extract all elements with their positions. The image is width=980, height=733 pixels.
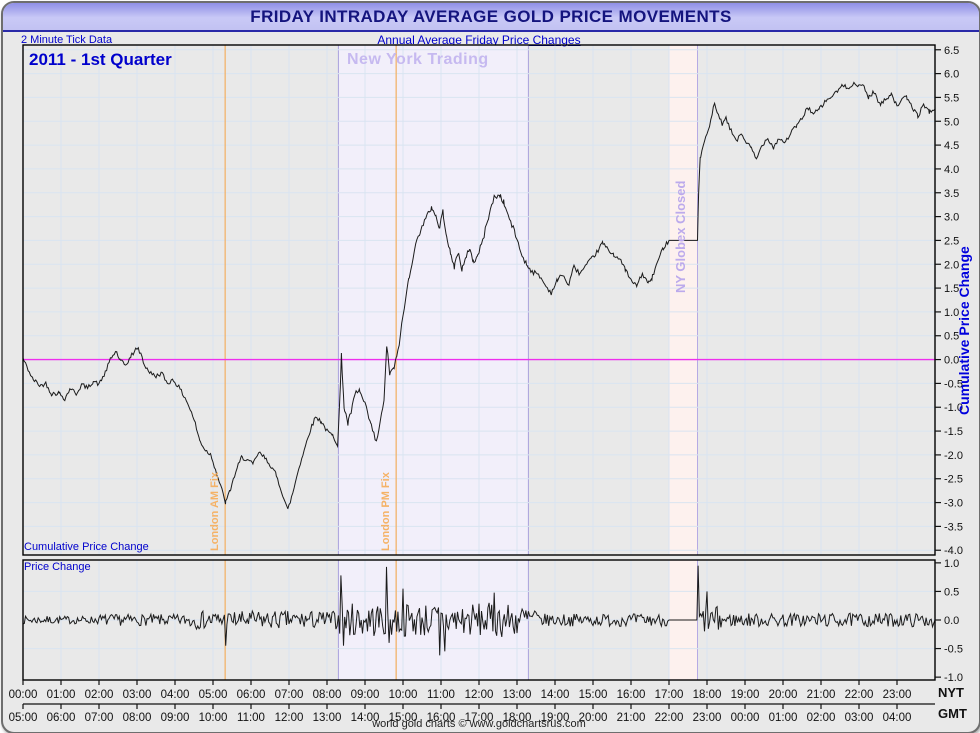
y-tick-label: 0.5 — [944, 586, 959, 598]
x-tick-label-nyt: 06:00 — [237, 689, 266, 701]
y-tick-label: 5.5 — [944, 92, 959, 104]
y-tick-label: 6.5 — [944, 45, 959, 57]
x-tick-label-gmt: 23:00 — [693, 712, 722, 724]
x-tick-label-gmt: 02:00 — [807, 712, 836, 724]
y-tick-label: -1.5 — [944, 426, 963, 438]
main-plot-border — [22, 44, 936, 556]
y-tick-label: 0.0 — [944, 355, 959, 367]
title-bar: FRIDAY INTRADAY AVERAGE GOLD PRICE MOVEM… — [3, 3, 979, 32]
period-label: 2011 - 1st Quarter — [29, 50, 172, 69]
x-tick-label-nyt: 13:00 — [503, 689, 532, 701]
y-tick-label: 2.5 — [944, 235, 959, 247]
x-tick-label-nyt: 07:00 — [275, 689, 304, 701]
x-tick-label-gmt: 19:00 — [541, 712, 570, 724]
session-band — [338, 45, 529, 555]
y-tick-label: 2.0 — [944, 259, 959, 271]
y-tick-label: 3.5 — [944, 188, 959, 200]
y-tick-label: -3.0 — [944, 498, 963, 510]
x-tick-label-gmt: 08:00 — [123, 712, 152, 724]
x-tick-label-gmt: 04:00 — [883, 712, 912, 724]
x-tick-label-nyt: 17:00 — [655, 689, 684, 701]
ny-trading-band-label: New York Trading — [347, 51, 489, 68]
cumulative-axis-title: Cumulative Price Change — [956, 246, 972, 415]
y-tick-label: 4.5 — [944, 140, 959, 152]
x-tick-label-nyt: 14:00 — [541, 689, 570, 701]
session-band — [669, 45, 698, 555]
x-tick-label-gmt: 15:00 — [389, 712, 418, 724]
cumulative-price-line — [22, 81, 936, 510]
x-tick-label-nyt: 21:00 — [807, 689, 836, 701]
x-tick-label-gmt: 22:00 — [655, 712, 684, 724]
y-tick-label: -1.0 — [944, 402, 963, 414]
y-tick-label: 1.0 — [944, 307, 959, 319]
cumulative-panel-label: Cumulative Price Change — [24, 541, 149, 553]
x-tick-label-gmt: 05:00 — [9, 712, 38, 724]
x-tick-label-nyt: 09:00 — [351, 689, 380, 701]
price-change-panel-label: Price Change — [24, 561, 91, 573]
y-tick-label: 0.0 — [944, 615, 959, 627]
y-tick-label: 0.5 — [944, 331, 959, 343]
x-tick-label-nyt: 00:00 — [9, 689, 38, 701]
x-tick-label-nyt: 22:00 — [845, 689, 874, 701]
x-tick-label-nyt: 19:00 — [731, 689, 760, 701]
price-change-line — [22, 565, 936, 656]
chart-canvas: 6.5 6.0 5.5 5.0 4.5 4.0 3.5 3.0 2.5 2.0 1.5 1.0 0.5 0… — [9, 44, 963, 724]
x-tick-label-nyt: 11:00 — [427, 689, 455, 701]
chart-subtitle: Annual Average Friday Price Changes — [377, 33, 581, 47]
x-tick-label-nyt: 15:00 — [579, 689, 608, 701]
nyt-timezone-label: NYT — [938, 685, 964, 700]
globex-closed-band-label: NY Globex Closed — [673, 180, 688, 293]
y-tick-label: 4.0 — [944, 164, 959, 176]
x-tick-label-gmt: 18:00 — [503, 712, 532, 724]
page-title: FRIDAY INTRADAY AVERAGE GOLD PRICE MOVEM… — [250, 6, 732, 26]
gmt-timezone-label: GMT — [938, 706, 967, 721]
x-tick-label-gmt: 14:00 — [351, 712, 380, 724]
x-tick-label-gmt: 21:00 — [617, 712, 646, 724]
x-tick-label-gmt: 01:00 — [769, 712, 798, 724]
x-tick-label-nyt: 12:00 — [465, 689, 494, 701]
y-tick-label: 3.0 — [944, 212, 959, 224]
x-tick-label-gmt: 12:00 — [275, 712, 304, 724]
y-tick-label: -0.5 — [944, 378, 963, 390]
y-tick-label: -2.0 — [944, 450, 963, 462]
tick-data-note: 2 Minute Tick Data — [21, 34, 113, 46]
x-tick-label-gmt: 20:00 — [579, 712, 608, 724]
x-tick-label-gmt: 13:00 — [313, 712, 342, 724]
x-tick-label-nyt: 02:00 — [85, 689, 114, 701]
y-tick-label: 5.0 — [944, 116, 959, 128]
x-tick-label-gmt: 03:00 — [845, 712, 874, 724]
x-tick-label-gmt: 00:00 — [731, 712, 760, 724]
y-tick-label: -2.5 — [944, 474, 963, 486]
x-tick-label-gmt: 06:00 — [47, 712, 76, 724]
x-tick-label-nyt: 04:00 — [161, 689, 190, 701]
y-tick-label: 1.5 — [944, 283, 959, 295]
y-tick-label: 6.0 — [944, 69, 959, 81]
y-tick-label: 1.0 — [944, 558, 959, 570]
x-tick-label-nyt: 03:00 — [123, 689, 152, 701]
x-tick-label-gmt: 07:00 — [85, 712, 114, 724]
y-tick-label: -3.5 — [944, 521, 963, 533]
london-am-fix-label: London AM Fix — [209, 471, 221, 551]
x-tick-label-nyt: 18:00 — [693, 689, 722, 701]
x-tick-label-gmt: 09:00 — [161, 712, 190, 724]
london-pm-fix-label: London PM Fix — [380, 472, 392, 551]
x-tick-label-nyt: 23:00 — [883, 689, 912, 701]
y-tick-label: -1.0 — [944, 672, 963, 684]
x-tick-label-nyt: 16:00 — [617, 689, 646, 701]
x-tick-label-gmt: 17:00 — [465, 712, 494, 724]
x-tick-label-gmt: 16:00 — [427, 712, 456, 724]
x-tick-label-nyt: 08:00 — [313, 689, 342, 701]
x-tick-label-nyt: 20:00 — [769, 689, 798, 701]
x-tick-label-nyt: 10:00 — [389, 689, 418, 701]
copyright-footer: world gold charts © www.goldchartsrus.co… — [372, 718, 586, 730]
x-tick-label-gmt: 10:00 — [199, 712, 228, 724]
x-tick-label-nyt: 05:00 — [199, 689, 228, 701]
y-tick-label: -4.0 — [944, 545, 963, 557]
y-tick-label: -0.5 — [944, 644, 963, 656]
x-tick-label-gmt: 11:00 — [237, 712, 265, 724]
x-tick-label-nyt: 01:00 — [47, 689, 76, 701]
